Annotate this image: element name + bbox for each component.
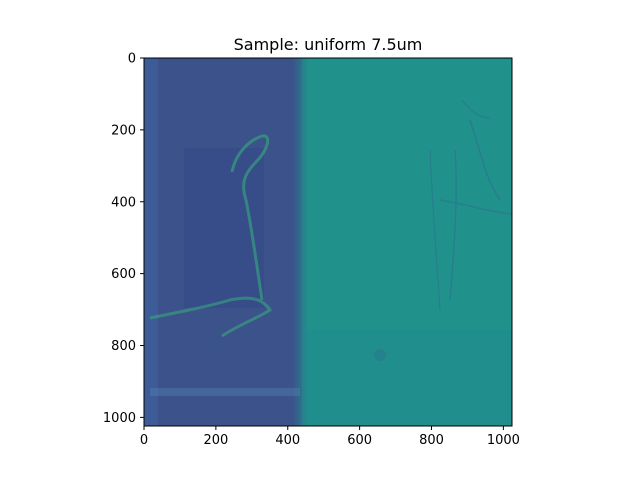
plot-frame bbox=[143, 57, 513, 427]
x-tick-label: 1000 bbox=[487, 433, 520, 448]
x-tick-label: 800 bbox=[419, 433, 444, 448]
y-tick-label: 200 bbox=[111, 123, 136, 138]
y-axis: 0 200 400 600 800 1000 bbox=[103, 52, 144, 426]
heatmap-region-boundary bbox=[292, 58, 309, 426]
x-tick-label: 400 bbox=[275, 433, 300, 448]
texture-bottom-strip bbox=[150, 388, 300, 396]
texture-left-edge bbox=[144, 58, 158, 426]
plot-title: Sample: uniform 7.5um bbox=[234, 35, 423, 54]
texture-spot bbox=[374, 349, 386, 361]
x-axis: 0 200 400 600 800 1000 bbox=[140, 426, 520, 448]
texture-crack-2 bbox=[429, 99, 491, 311]
y-tick-label: 1000 bbox=[103, 411, 136, 426]
y-tick-label: 0 bbox=[128, 52, 136, 67]
image-features bbox=[144, 58, 512, 426]
texture-crack-1 bbox=[439, 119, 512, 301]
x-tick-label: 200 bbox=[203, 433, 228, 448]
y-tick-label: 800 bbox=[111, 339, 136, 354]
y-tick-label: 600 bbox=[111, 267, 136, 282]
y-tick-label: 400 bbox=[111, 195, 136, 210]
texture-right-lower bbox=[305, 330, 512, 426]
heatmap-region-right bbox=[302, 58, 512, 426]
heatmap-image bbox=[144, 58, 512, 426]
texture-bottom-band bbox=[149, 296, 273, 338]
x-tick-label: 600 bbox=[347, 433, 372, 448]
texture-loop bbox=[230, 134, 270, 301]
x-tick-label: 0 bbox=[140, 433, 148, 448]
